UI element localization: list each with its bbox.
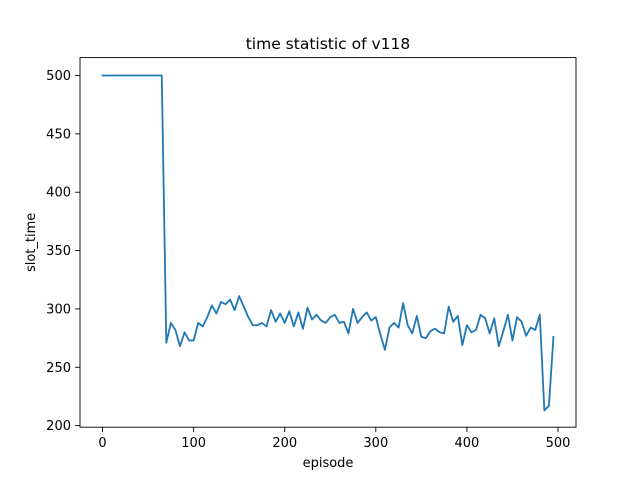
y-tick-label: 400 <box>46 186 71 201</box>
y-tick-label: 500 <box>46 69 71 84</box>
x-tick-label: 500 <box>546 436 571 451</box>
x-axis-label: episode <box>303 456 354 471</box>
y-tick-label: 350 <box>46 244 71 259</box>
y-tick-label: 250 <box>46 361 71 376</box>
x-tick-label: 100 <box>181 436 206 451</box>
chart-title: time statistic of v118 <box>246 35 411 53</box>
axes-frame <box>79 57 577 428</box>
y-tick-label: 200 <box>46 419 71 434</box>
series-line <box>101 74 555 412</box>
y-tick-label: 450 <box>46 127 71 142</box>
y-tick-label: 300 <box>46 302 71 317</box>
x-tick-label: 300 <box>363 436 388 451</box>
axis-ticks: 0 100 200 300 400 500 200 250 300 350 400 450 500 <box>46 69 570 451</box>
x-tick-label: 0 <box>98 436 106 451</box>
y-axis-label: slot_time <box>24 213 39 272</box>
x-tick-label: 200 <box>272 436 297 451</box>
x-tick-label: 400 <box>455 436 480 451</box>
